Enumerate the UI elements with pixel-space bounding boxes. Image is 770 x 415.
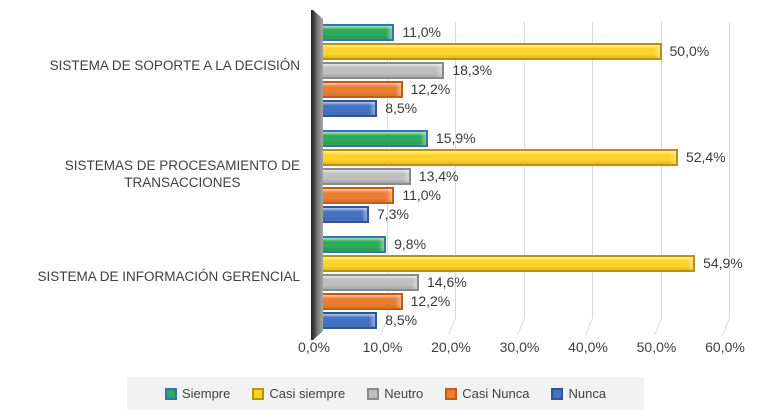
bar-value-label: 50,0% xyxy=(669,43,710,59)
bar xyxy=(319,168,411,185)
axis-tick-label: 20,0% xyxy=(431,339,471,355)
bar xyxy=(319,293,403,310)
bar xyxy=(319,43,662,60)
legend-swatch-icon xyxy=(252,387,265,400)
axis-tick-label: 40,0% xyxy=(568,339,608,355)
legend-item: Neutro xyxy=(367,386,423,401)
gridline xyxy=(660,22,662,318)
bar-value-label: 11,0% xyxy=(402,187,442,203)
bar-value-label: 9,8% xyxy=(394,236,427,252)
legend-label: Casi Nunca xyxy=(462,386,530,401)
gridline-foot xyxy=(516,318,525,335)
bar xyxy=(319,62,445,79)
legend-item: Casi siempre xyxy=(252,386,345,401)
bar-value-label: 12,2% xyxy=(410,81,451,97)
legend: Siempre Casi siempre Neutro Casi Nunca Nunca xyxy=(127,377,644,410)
legend-swatch-icon xyxy=(445,387,458,400)
category-label: SISTEMAS DE PROCESAMIENTO DE TRANSACCION… xyxy=(64,158,300,190)
gridline xyxy=(455,22,456,318)
chart-3d-wall xyxy=(311,10,323,340)
axis-tick-label: 50,0% xyxy=(636,339,677,355)
bar-value-label: 14,6% xyxy=(427,274,467,290)
bar xyxy=(319,206,369,223)
bar xyxy=(319,312,378,329)
gridline-foot xyxy=(585,318,593,335)
axis-tick-label: 60,0% xyxy=(705,339,745,355)
bar-value-label: 54,9% xyxy=(703,255,743,271)
gridline-foot xyxy=(722,318,730,335)
category-label: SISTEMA DE INFORMACIÓN GERENCIAL xyxy=(37,269,300,284)
axis-tick-label: 10,0% xyxy=(362,339,403,355)
legend-swatch-icon xyxy=(367,387,380,400)
bar xyxy=(319,100,378,117)
bar-value-label: 15,9% xyxy=(435,130,476,146)
bar xyxy=(319,24,395,41)
legend-label: Casi siempre xyxy=(269,386,346,401)
bar-value-label: 18,3% xyxy=(452,62,493,78)
bar-value-label: 7,3% xyxy=(377,206,409,222)
bar-value-label: 12,2% xyxy=(410,293,451,309)
bar xyxy=(319,130,428,147)
legend-item: Nunca xyxy=(551,386,606,401)
axis-tick-label: 30,0% xyxy=(499,339,540,355)
bar-value-label: 8,5% xyxy=(385,312,418,328)
gridline xyxy=(729,22,730,318)
legend-item: Casi Nunca xyxy=(445,386,529,401)
gridline-foot xyxy=(653,318,662,335)
bar xyxy=(319,274,419,291)
legend-swatch-icon xyxy=(551,387,564,400)
gridline xyxy=(523,22,525,318)
gridline xyxy=(592,22,593,318)
legend-swatch-icon xyxy=(164,387,177,400)
bar-value-label: 52,4% xyxy=(685,149,726,165)
category-label: SISTEMA DE SOPORTE A LA DECISIÓN xyxy=(49,58,300,73)
bar-value-label: 13,4% xyxy=(418,168,459,184)
axis-tick-label: 0,0% xyxy=(298,339,330,355)
bar xyxy=(319,149,678,166)
bar xyxy=(319,187,395,204)
plot-area: 11,0% 15,9% 9,8% 50,0% 52,4% 54,9% 18,3% 13,4% 1… xyxy=(318,8,748,342)
legend-label: Siempre xyxy=(181,386,231,401)
bar xyxy=(319,236,387,253)
legend-item: Siempre xyxy=(164,386,231,401)
bar xyxy=(319,255,696,272)
legend-label: Nunca xyxy=(568,386,607,401)
gridline-foot xyxy=(448,318,456,335)
bar xyxy=(319,81,403,98)
legend-label: Neutro xyxy=(384,386,424,401)
bar-value-label: 8,5% xyxy=(385,100,418,116)
bar-value-label: 11,0% xyxy=(402,24,442,40)
